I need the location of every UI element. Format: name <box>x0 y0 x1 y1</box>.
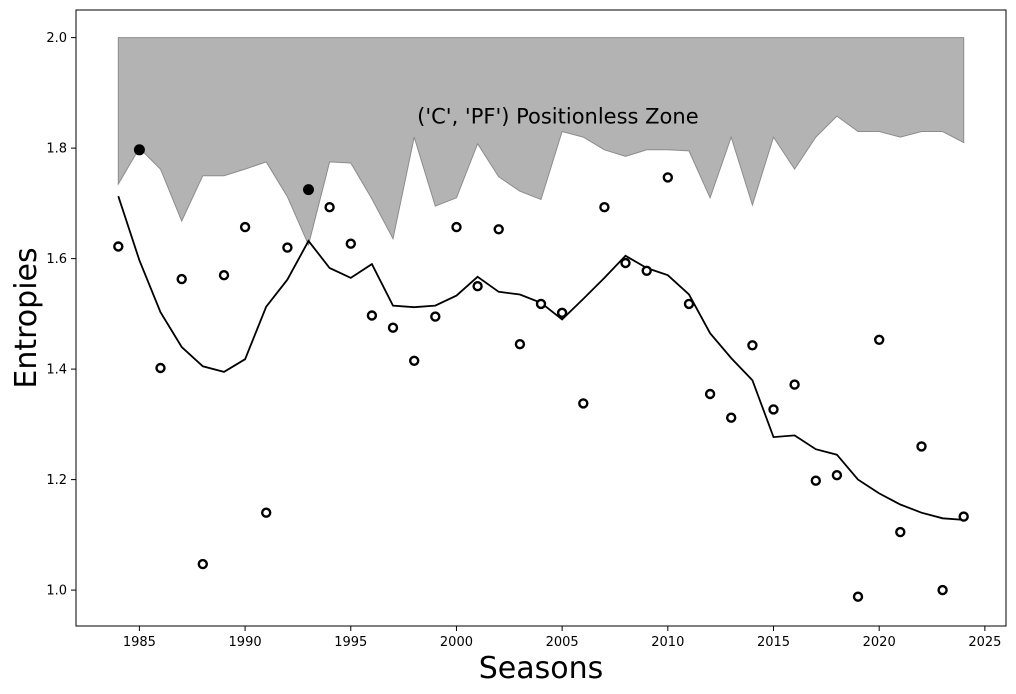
data-point <box>726 412 737 423</box>
x-tick-label: 1985 <box>123 635 156 650</box>
x-tick-label: 2020 <box>863 635 896 650</box>
data-point <box>113 241 124 252</box>
y-tick-label: 2.0 <box>46 31 67 46</box>
x-tick-label: 2010 <box>651 635 684 650</box>
x-axis-ticks: 1985 1990 1995 2000 2005 2010 2015 2020 2025 <box>123 626 1001 650</box>
data-point <box>683 298 695 310</box>
data-point <box>916 441 927 452</box>
data-point <box>789 379 800 390</box>
x-tick-label: 2015 <box>757 635 790 650</box>
data-point <box>261 507 272 518</box>
data-point <box>662 172 673 183</box>
data-point <box>282 242 293 253</box>
data-point <box>218 270 230 281</box>
x-tick-label: 2025 <box>968 635 1001 650</box>
y-tick-label: 1.0 <box>46 584 67 599</box>
data-point-filled <box>133 144 145 156</box>
data-point <box>874 334 885 345</box>
y-axis-ticks: 1.0 1.2 1.4 1.6 1.8 2.0 <box>46 31 76 599</box>
data-point <box>599 201 610 213</box>
data-point <box>641 265 652 276</box>
x-tick-label: 2005 <box>546 635 579 650</box>
zone-annotation: ('C', 'PF') Positionless Zone <box>417 104 698 128</box>
data-point <box>578 398 589 409</box>
data-point <box>493 224 504 235</box>
data-point <box>852 591 864 602</box>
y-tick-label: 1.4 <box>46 363 67 378</box>
plot-frame <box>75 9 1007 627</box>
data-point <box>514 339 526 350</box>
data-point <box>620 257 631 269</box>
data-point <box>535 298 547 310</box>
data-point <box>747 340 758 351</box>
x-tick-label: 2000 <box>440 635 473 650</box>
data-point <box>937 584 948 596</box>
data-point <box>768 404 779 415</box>
points-layer <box>113 144 969 602</box>
data-point <box>345 238 356 249</box>
data-point <box>197 558 209 570</box>
data-point <box>387 322 399 333</box>
data-point <box>366 310 378 321</box>
data-point <box>810 475 821 486</box>
data-point <box>176 273 187 285</box>
y-tick-label: 1.2 <box>46 473 67 488</box>
y-tick-label: 1.8 <box>46 142 67 157</box>
data-point-filled <box>303 184 314 196</box>
data-point <box>895 526 906 538</box>
x-axis-title: Seasons <box>479 651 604 686</box>
x-tick-label: 1995 <box>334 635 367 650</box>
data-point <box>324 201 335 213</box>
data-point <box>155 362 166 374</box>
data-point <box>556 307 568 318</box>
x-tick-label: 1990 <box>229 635 262 650</box>
positionless-zone-layer <box>117 37 965 247</box>
data-point <box>239 221 251 233</box>
y-tick-label: 1.6 <box>46 252 67 267</box>
positionless-zone-area <box>117 37 965 247</box>
data-point <box>958 511 969 522</box>
y-axis-title: Entropies <box>9 247 44 388</box>
data-point <box>472 281 483 292</box>
data-point <box>430 311 441 322</box>
data-point <box>409 355 420 366</box>
data-point <box>831 470 843 481</box>
data-point <box>704 388 716 400</box>
data-point <box>451 221 462 233</box>
